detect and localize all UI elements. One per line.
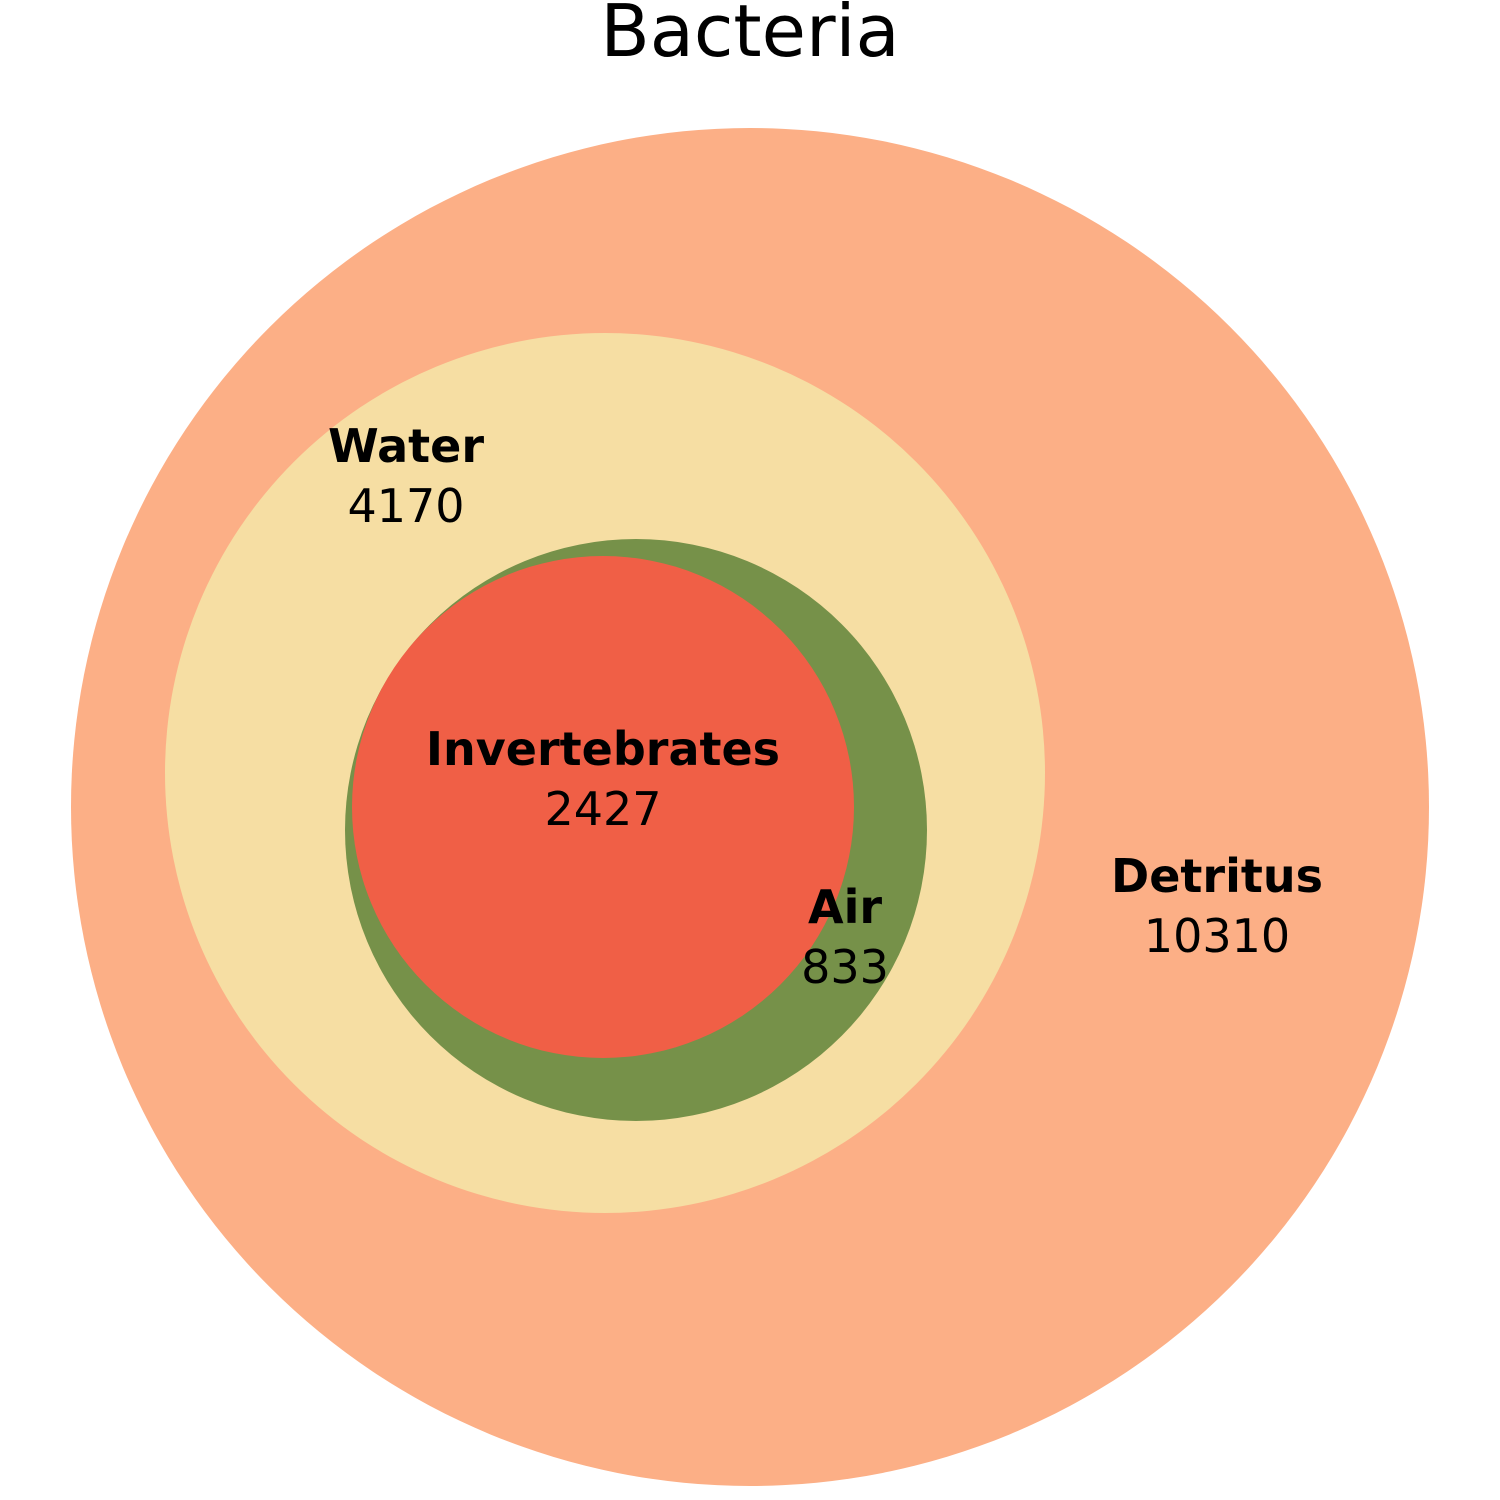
labels-layer: Detritus 10310 Water 4170 Air 833 Invertebrate… <box>328 419 1323 994</box>
chart-title: Bacteria <box>600 0 899 73</box>
label-detritus-name: Detritus <box>1111 849 1323 903</box>
label-detritus-value: 10310 <box>1144 909 1290 963</box>
circle-invertebrates <box>352 556 854 1058</box>
label-air-name: Air <box>808 880 882 934</box>
circles-layer <box>71 128 1429 1486</box>
label-air-value: 833 <box>801 940 889 994</box>
label-water-name: Water <box>328 419 484 473</box>
label-water-value: 4170 <box>347 479 464 533</box>
label-invertebrates-value: 2427 <box>544 782 661 836</box>
label-invertebrates-name: Invertebrates <box>426 722 780 776</box>
